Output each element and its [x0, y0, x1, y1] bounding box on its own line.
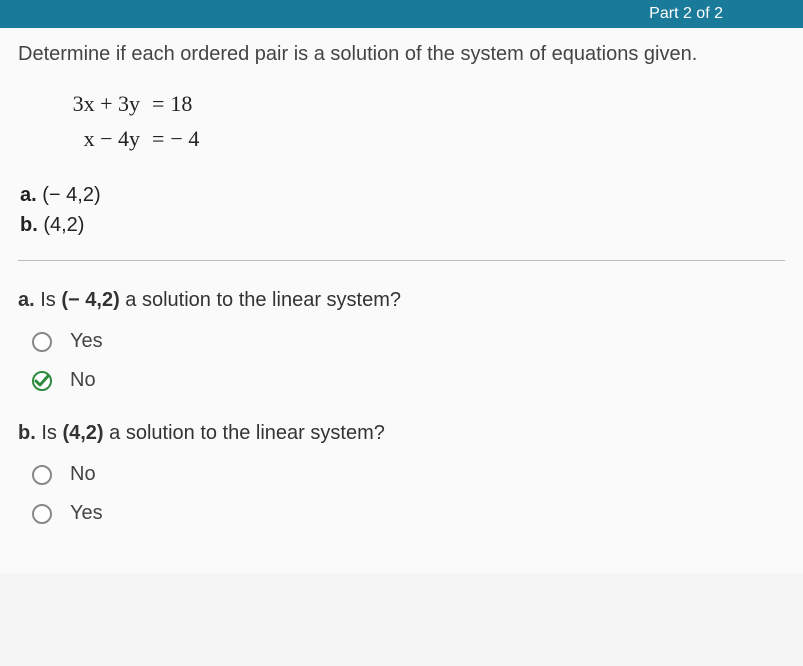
- equation-2: x − 4y = − 4: [66, 121, 785, 156]
- equals-sign: =: [146, 86, 170, 121]
- qb-text-before: Is: [41, 422, 62, 444]
- part-indicator: Part 2 of 2: [649, 5, 723, 23]
- qa-text-before: Is: [40, 289, 61, 311]
- qb-opt1-label: No: [70, 463, 96, 486]
- pair-b: b. (4,2): [20, 210, 785, 240]
- equation-system: 3x + 3y = 18 x − 4y = − 4: [66, 86, 785, 156]
- prompt-text: Determine if each ordered pair is a solu…: [18, 40, 785, 68]
- qb-text-after: a solution to the linear system?: [104, 422, 385, 444]
- pair-b-label: b.: [20, 214, 38, 236]
- pair-a-value: (− 4,2): [42, 184, 100, 206]
- section-divider: [18, 260, 785, 261]
- radio-unchecked-icon: [32, 332, 52, 352]
- qb-option-yes[interactable]: Yes: [32, 502, 785, 525]
- qb-option-no[interactable]: No: [32, 463, 785, 486]
- qa-pair: (− 4,2): [61, 289, 119, 311]
- eq1-right: 18: [170, 86, 210, 121]
- qa-text-after: a solution to the linear system?: [120, 289, 401, 311]
- question-b-options: No Yes: [32, 463, 785, 525]
- question-b: b. Is (4,2) a solution to the linear sys…: [18, 422, 785, 445]
- pair-a: a. (− 4,2): [20, 180, 785, 210]
- qa-opt1-label: Yes: [70, 330, 103, 353]
- eq1-left: 3x + 3y: [66, 86, 146, 121]
- eq2-left: x − 4y: [66, 121, 146, 156]
- qb-label: b.: [18, 422, 36, 444]
- question-content: Determine if each ordered pair is a solu…: [0, 28, 803, 573]
- radio-unchecked-icon: [32, 504, 52, 524]
- question-a-options: Yes No: [32, 330, 785, 392]
- qa-option-yes[interactable]: Yes: [32, 330, 785, 353]
- pair-b-value: (4,2): [43, 214, 84, 236]
- qa-option-no[interactable]: No: [32, 369, 785, 392]
- radio-unchecked-icon: [32, 465, 52, 485]
- qb-pair: (4,2): [62, 422, 103, 444]
- qb-opt2-label: Yes: [70, 502, 103, 525]
- qa-opt2-label: No: [70, 369, 96, 392]
- ordered-pairs-list: a. (− 4,2) b. (4,2): [20, 180, 785, 240]
- question-a: a. Is (− 4,2) a solution to the linear s…: [18, 289, 785, 312]
- checkmark-icon: [34, 373, 50, 389]
- header-bar: Part 2 of 2: [0, 0, 803, 28]
- pair-a-label: a.: [20, 184, 37, 206]
- equals-sign: =: [146, 121, 170, 156]
- radio-checked-icon: [32, 371, 52, 391]
- equation-1: 3x + 3y = 18: [66, 86, 785, 121]
- qa-label: a.: [18, 289, 35, 311]
- eq2-right: − 4: [170, 121, 210, 156]
